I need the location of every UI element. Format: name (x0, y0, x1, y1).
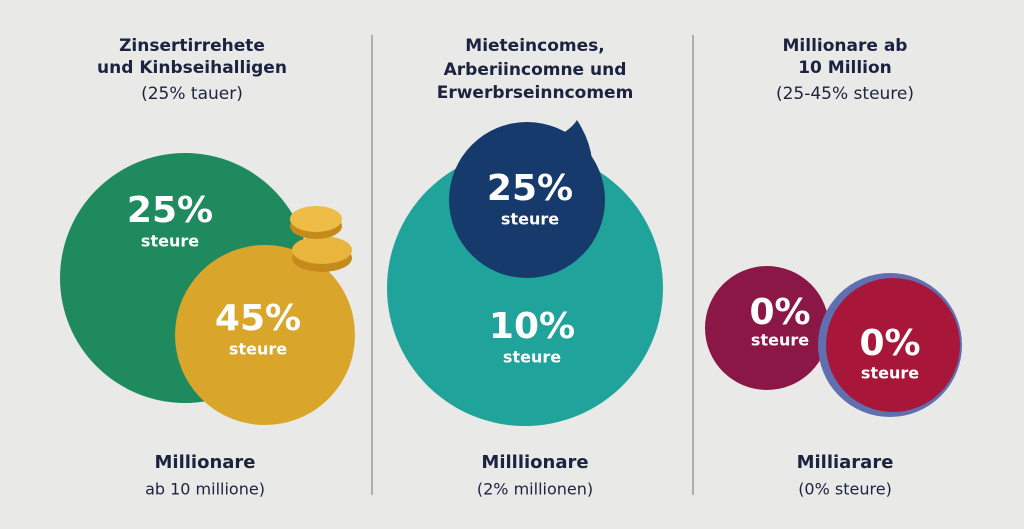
panel-footer: Milliarare (797, 452, 894, 473)
circle-value: 0% (859, 323, 920, 364)
circle-label: steure (751, 331, 809, 350)
circle-label: steure (503, 348, 561, 367)
circle (705, 266, 829, 390)
circle (175, 245, 355, 425)
circle-label: steure (861, 364, 919, 383)
coins-icon (290, 206, 352, 272)
circle-label: steure (501, 210, 559, 229)
panel-footer: Milllionare (481, 452, 588, 473)
panel-subtitle: (25% tauer) (141, 84, 243, 104)
panel-subtitle: (25-45% steure) (776, 84, 914, 104)
panel-title: Zinsertirrehete (119, 36, 265, 56)
panel-title: 10 Million (798, 58, 892, 78)
panel-title: und Kinbseihalligen (97, 58, 287, 78)
panel-footer: Millionare (154, 452, 255, 473)
circle (826, 278, 960, 412)
circle-value: 25% (487, 168, 573, 209)
panel-title: Erwerbrseinncomem (437, 83, 634, 103)
panel-footer: ab 10 millione) (145, 480, 265, 499)
circle-value: 0% (749, 292, 810, 333)
panel-title: Arberiincomne und (444, 60, 627, 80)
panel-footer: (0% steure) (798, 480, 892, 499)
panel-title: Mieteincomes, (465, 36, 604, 56)
circle (449, 122, 605, 278)
circle-value: 10% (489, 306, 575, 347)
panel-title: Millionare ab (783, 36, 908, 56)
panel-footer: (2% millionen) (477, 480, 593, 499)
circle-value: 45% (215, 298, 301, 339)
circle-label: steure (141, 232, 199, 251)
circle-label: steure (229, 340, 287, 359)
circle-value: 25% (127, 190, 213, 231)
